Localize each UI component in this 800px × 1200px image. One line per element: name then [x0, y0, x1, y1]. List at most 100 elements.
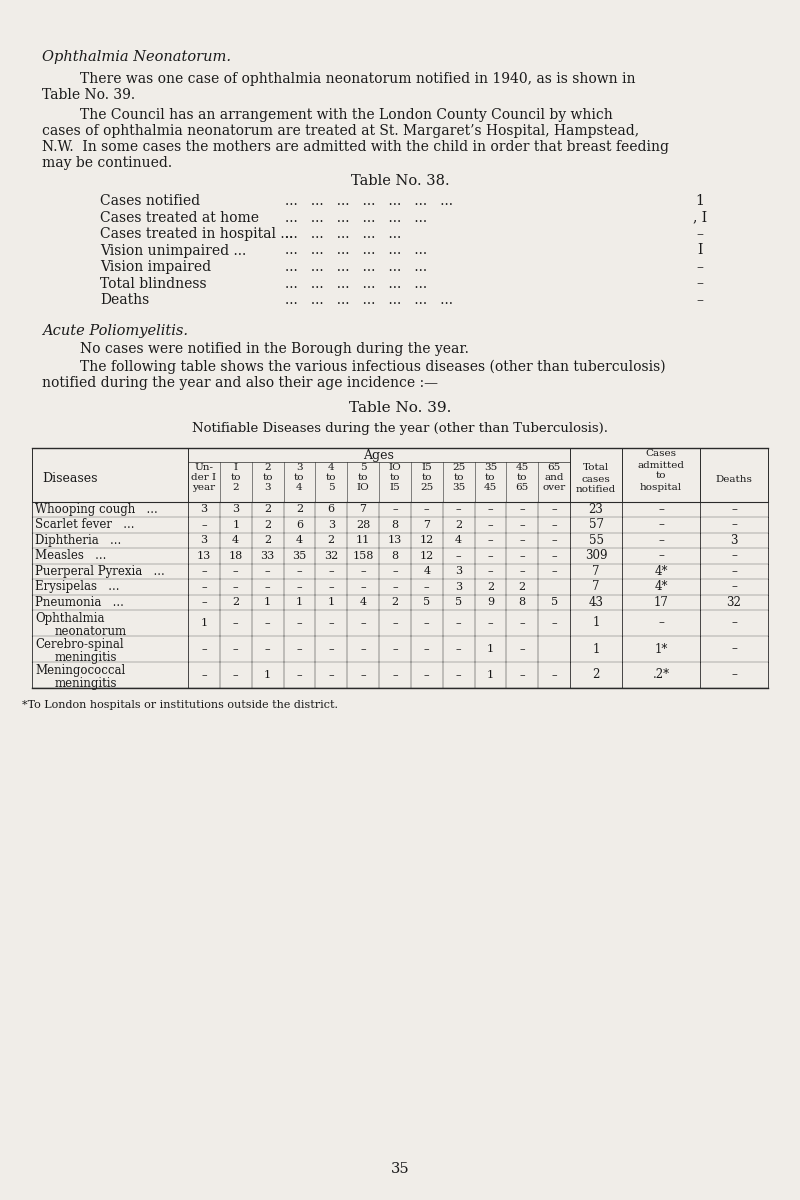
Text: –: –: [201, 644, 206, 654]
Text: –: –: [329, 670, 334, 680]
Text: Diphtheria   ...: Diphtheria ...: [35, 534, 122, 547]
Text: 2: 2: [391, 598, 398, 607]
Text: 4*: 4*: [654, 565, 668, 577]
Text: –: –: [329, 618, 334, 628]
Text: 7: 7: [592, 581, 600, 593]
Text: Table No. 39.: Table No. 39.: [42, 88, 135, 102]
Text: 5: 5: [360, 463, 366, 473]
Text: –: –: [360, 618, 366, 628]
Text: –: –: [658, 617, 664, 630]
Text: –: –: [201, 598, 206, 607]
Text: 45: 45: [516, 463, 529, 473]
Text: Deaths: Deaths: [100, 293, 150, 307]
Text: –: –: [488, 504, 494, 515]
Text: 35: 35: [484, 463, 497, 473]
Text: to: to: [656, 472, 666, 480]
Text: 1: 1: [487, 670, 494, 680]
Text: 7: 7: [592, 565, 600, 577]
Text: to: to: [422, 474, 432, 482]
Text: –: –: [329, 644, 334, 654]
Text: 2: 2: [264, 504, 271, 515]
Text: Erysipelas   ...: Erysipelas ...: [35, 581, 119, 593]
Text: , I: , I: [693, 210, 707, 224]
Text: 65: 65: [516, 484, 529, 492]
Text: 9: 9: [487, 598, 494, 607]
Text: Table No. 38.: Table No. 38.: [350, 174, 450, 188]
Text: 4: 4: [359, 598, 366, 607]
Text: Un-: Un-: [194, 463, 214, 473]
Text: 5: 5: [455, 598, 462, 607]
Text: 4: 4: [455, 535, 462, 545]
Text: –: –: [424, 644, 430, 654]
Text: Ages: Ages: [363, 450, 394, 462]
Text: ...   ...   ...   ...   ...   ...: ... ... ... ... ... ...: [285, 244, 427, 258]
Text: –: –: [233, 670, 238, 680]
Text: Whooping cough   ...: Whooping cough ...: [35, 503, 158, 516]
Text: 3: 3: [200, 535, 207, 545]
Text: –: –: [360, 582, 366, 592]
Text: hospital: hospital: [640, 482, 682, 492]
Text: to: to: [454, 474, 464, 482]
Text: –: –: [233, 644, 238, 654]
Text: der I: der I: [191, 474, 217, 482]
Text: I5: I5: [390, 484, 400, 492]
Text: –: –: [488, 551, 494, 560]
Text: 32: 32: [324, 551, 338, 560]
Text: 43: 43: [589, 595, 603, 608]
Text: Meningococcal: Meningococcal: [35, 664, 126, 677]
Text: 1: 1: [487, 644, 494, 654]
Text: –: –: [551, 535, 557, 545]
Text: 12: 12: [420, 551, 434, 560]
Text: 3: 3: [200, 504, 207, 515]
Text: 2: 2: [487, 582, 494, 592]
Text: –: –: [424, 504, 430, 515]
Text: 1: 1: [328, 598, 335, 607]
Text: –: –: [697, 276, 703, 290]
Text: Diseases: Diseases: [42, 472, 98, 485]
Text: and: and: [544, 474, 564, 482]
Text: –: –: [201, 520, 206, 529]
Text: 2: 2: [232, 598, 239, 607]
Text: –: –: [658, 518, 664, 532]
Text: –: –: [697, 227, 703, 241]
Text: The Council has an arrangement with the London County Council by which: The Council has an arrangement with the …: [80, 108, 613, 122]
Text: –: –: [697, 260, 703, 274]
Text: –: –: [551, 520, 557, 529]
Text: ...   ...   ...   ...   ...   ...: ... ... ... ... ... ...: [285, 210, 427, 224]
Text: –: –: [456, 618, 462, 628]
Text: –: –: [519, 504, 525, 515]
Text: Measles   ...: Measles ...: [35, 550, 106, 563]
Text: 7: 7: [359, 504, 366, 515]
Text: –: –: [392, 644, 398, 654]
Text: –: –: [297, 670, 302, 680]
Text: –: –: [519, 520, 525, 529]
Text: 1: 1: [200, 618, 207, 628]
Text: –: –: [424, 670, 430, 680]
Text: –: –: [201, 670, 206, 680]
Text: –: –: [731, 581, 737, 593]
Text: 6: 6: [328, 504, 335, 515]
Text: –: –: [424, 618, 430, 628]
Text: 4: 4: [328, 463, 334, 473]
Text: –: –: [519, 566, 525, 576]
Text: 3: 3: [232, 504, 239, 515]
Text: Cases treated in hospital ...: Cases treated in hospital ...: [100, 227, 293, 241]
Text: 2: 2: [296, 504, 303, 515]
Text: –: –: [519, 535, 525, 545]
Text: admitted: admitted: [638, 461, 685, 469]
Text: 2: 2: [455, 520, 462, 529]
Text: 3: 3: [328, 520, 335, 529]
Text: –: –: [488, 618, 494, 628]
Text: 2: 2: [328, 535, 335, 545]
Text: –: –: [233, 582, 238, 592]
Text: ...   ...   ...   ...   ...   ...   ...: ... ... ... ... ... ... ...: [285, 194, 453, 208]
Text: 13: 13: [197, 551, 211, 560]
Text: 1: 1: [232, 520, 239, 529]
Text: I: I: [698, 244, 702, 258]
Text: –: –: [456, 551, 462, 560]
Text: 65: 65: [547, 463, 561, 473]
Text: to: to: [262, 474, 273, 482]
Text: 5: 5: [550, 598, 558, 607]
Text: –: –: [731, 518, 737, 532]
Text: –: –: [731, 617, 737, 630]
